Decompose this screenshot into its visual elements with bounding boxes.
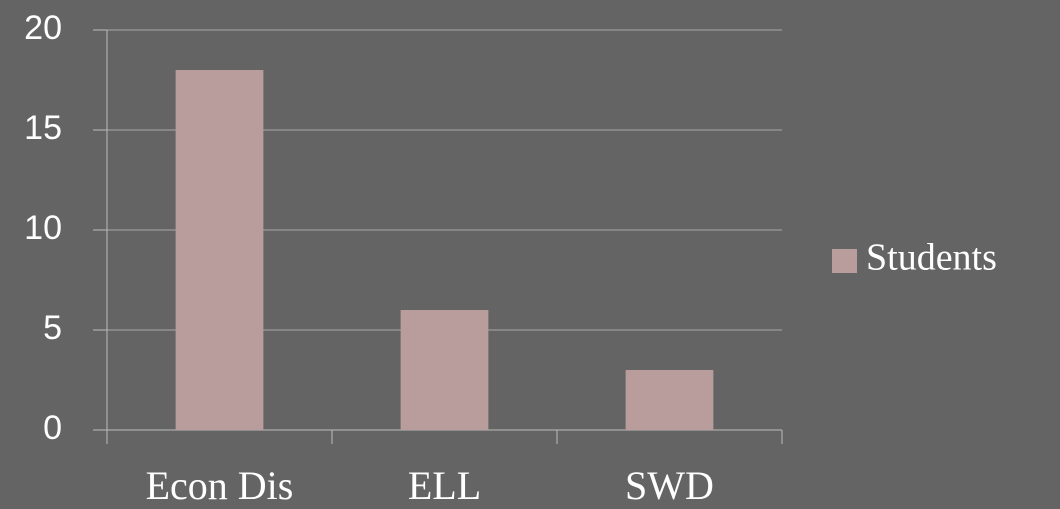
y-tick-label: 5 [43, 309, 62, 347]
bar [625, 370, 714, 430]
legend-label: Students [866, 237, 997, 279]
x-tick-label: ELL [408, 463, 481, 508]
y-tick-label: 15 [24, 109, 62, 147]
y-tick-label: 0 [43, 409, 62, 447]
x-tick-label: Econ Dis [146, 463, 294, 508]
y-tick-label: 20 [24, 9, 62, 47]
bar [400, 310, 489, 430]
y-tick-label: 10 [24, 209, 62, 247]
bar [175, 70, 264, 430]
x-tick-label: SWD [625, 463, 714, 508]
legend-swatch [832, 249, 857, 273]
